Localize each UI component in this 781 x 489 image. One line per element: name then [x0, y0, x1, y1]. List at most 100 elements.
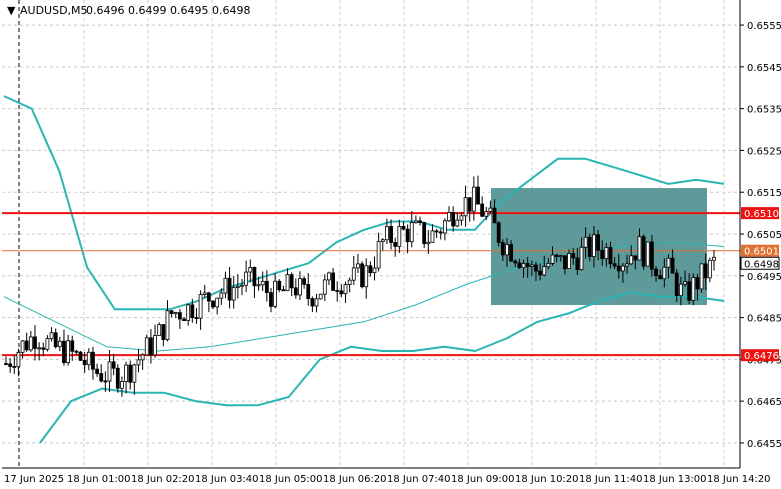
candle-body [666, 257, 671, 268]
candle-body [103, 380, 108, 383]
candle-body [575, 257, 580, 271]
candle-body [455, 219, 460, 227]
candle-body [529, 264, 534, 268]
candle-body [41, 347, 46, 350]
candle-body [422, 222, 427, 245]
candle-body [136, 359, 141, 366]
level-price-tag-label: 0.6476 [744, 351, 779, 362]
candle-body [517, 262, 522, 268]
candle-body [211, 300, 215, 308]
candle-body [505, 244, 509, 256]
y-tick-label: 0.6455 [747, 439, 781, 450]
candle-body [182, 318, 186, 321]
candle-body [57, 340, 62, 348]
candle-body [140, 354, 145, 361]
candle-body [198, 294, 203, 319]
x-tick-label: 17 Jun 2025 [4, 474, 64, 485]
candle-body [500, 242, 505, 256]
candle-body [293, 287, 298, 296]
candle-body [467, 197, 472, 212]
ohlc-values: 0.6496 0.6499 0.6495 0.6498 [86, 4, 250, 17]
candle-body [699, 263, 704, 290]
candle-body [670, 257, 675, 274]
candle-body [558, 255, 563, 258]
candle-body [347, 279, 352, 285]
x-tick-label: 18 Jun 03:40 [195, 474, 259, 485]
candle-body [521, 263, 526, 268]
candle-body [91, 351, 95, 370]
candle-body [24, 340, 29, 351]
candle-body [120, 381, 124, 389]
level-price-tag [741, 207, 779, 220]
candle-body [658, 275, 663, 280]
candle-body [111, 361, 116, 369]
candle-body [471, 186, 476, 212]
candle-body [678, 283, 683, 297]
candle-body [712, 256, 716, 261]
price-tags: 0.6510 0.6501 0.6476 0.6498 [740, 207, 780, 362]
candle-body [86, 351, 91, 366]
candle-body [426, 241, 431, 245]
horizontal-levels[interactable] [2, 212, 740, 357]
candlesticks [4, 175, 716, 397]
candle-body [20, 340, 25, 353]
symbol-label: AUDUSD,M5 [20, 4, 88, 17]
candle-body [318, 293, 323, 300]
collapse-marker-icon[interactable]: ▼ [7, 4, 16, 17]
candle-body [413, 220, 418, 224]
candle-body [476, 186, 480, 205]
candle-body [621, 265, 625, 272]
candle-body [53, 332, 58, 348]
candle-body [227, 277, 232, 301]
candle-body [546, 262, 551, 268]
candle-body [542, 266, 547, 276]
candle-body [707, 259, 712, 279]
candle-body [641, 236, 646, 267]
current-price-tag [741, 257, 779, 270]
candle-body [285, 274, 290, 292]
candle-body [82, 359, 87, 366]
candle-body [277, 280, 282, 291]
candle-body [579, 246, 584, 271]
candle-body [186, 304, 191, 321]
candle-body [385, 226, 389, 241]
candle-body [463, 197, 468, 217]
y-tick-label: 0.6545 [747, 63, 781, 74]
candle-body [173, 312, 178, 315]
candle-body [306, 283, 311, 299]
candle-body [124, 364, 128, 382]
candle-body [223, 277, 228, 294]
candle-body [393, 242, 398, 247]
candle-body [703, 263, 708, 279]
candle-body [95, 368, 99, 374]
candle-body [12, 366, 17, 368]
y-tick-label: 0.6515 [747, 188, 781, 199]
candle-body [438, 231, 443, 234]
candle-body [480, 203, 485, 217]
candle-body [144, 337, 149, 356]
y-tick-label: 0.6465 [747, 397, 781, 408]
candle-body [695, 277, 700, 290]
candle-body [596, 234, 600, 251]
candle-body [37, 347, 42, 350]
chart-grid [2, 0, 740, 468]
candle-body [492, 207, 497, 224]
candle-body [567, 253, 571, 270]
candle-body [4, 363, 8, 365]
candle-body [451, 211, 456, 227]
x-tick-label: 18 Jun 10:20 [515, 474, 579, 485]
candle-body [687, 281, 692, 301]
candle-body [513, 260, 518, 264]
candle-body [190, 304, 195, 318]
candle-body [177, 312, 182, 320]
candle-body [430, 230, 435, 243]
x-tick-label: 18 Jun 02:20 [131, 474, 195, 485]
candle-body [645, 241, 650, 267]
candle-body [662, 266, 667, 280]
candle-body [571, 253, 576, 259]
candle-body [409, 222, 414, 243]
candle-body [169, 310, 174, 315]
candle-body [612, 263, 617, 267]
candle-body [231, 286, 236, 301]
